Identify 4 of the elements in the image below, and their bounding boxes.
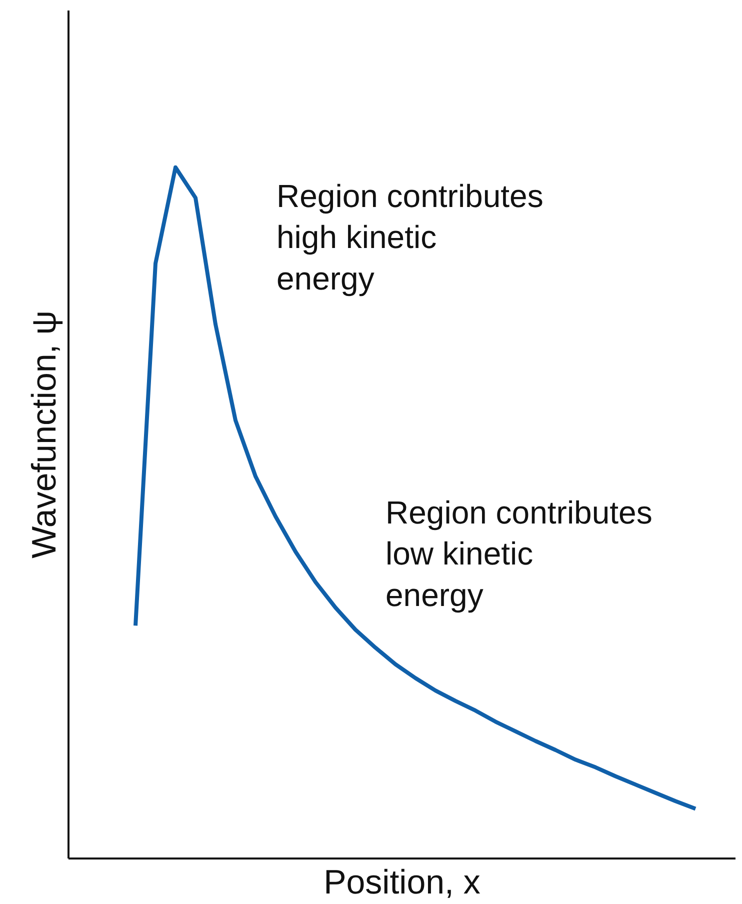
annotation: Region contributes low kinetic energy (386, 494, 652, 614)
annotation: Region contributes high kinetic energy (276, 178, 544, 297)
x-axis-title: Position, x (324, 864, 480, 902)
y-axis-title: Wavefunction, ψ (26, 310, 64, 558)
